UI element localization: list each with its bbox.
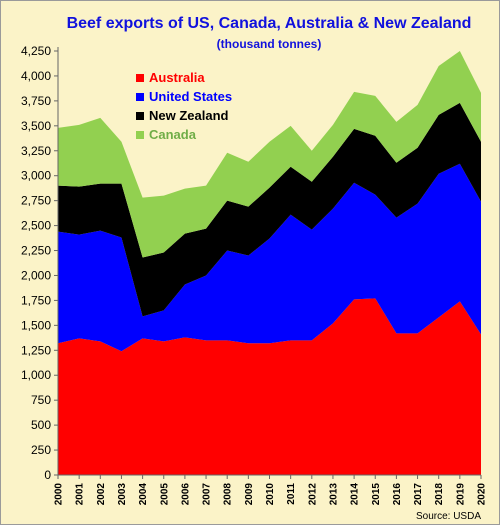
y-tick-label: 1,250 bbox=[21, 343, 51, 357]
legend-label-canada: Canada bbox=[149, 127, 197, 142]
y-tick-label: 1,000 bbox=[21, 368, 51, 382]
x-tick-label: 2000 bbox=[54, 483, 65, 506]
x-tick-label: 2003 bbox=[117, 483, 128, 506]
x-tick-label: 2020 bbox=[477, 483, 488, 506]
x-tick-label: 2005 bbox=[159, 483, 170, 506]
y-tick-label: 1,500 bbox=[21, 318, 51, 332]
area-united-states bbox=[58, 163, 481, 352]
legend-swatch-australia bbox=[136, 74, 144, 82]
chart-subtitle: (thousand tonnes) bbox=[217, 37, 322, 51]
y-tick-label: 2,500 bbox=[21, 219, 51, 233]
legend-label-australia: Australia bbox=[149, 70, 205, 85]
legend: Australia United States New Zealand Canada bbox=[136, 70, 232, 142]
x-tick-label: 2010 bbox=[265, 483, 276, 506]
x-tick-label: 2008 bbox=[223, 483, 234, 506]
area-canada bbox=[58, 51, 481, 258]
y-tick-label: 4,000 bbox=[21, 69, 51, 83]
legend-swatch-united-states bbox=[136, 93, 144, 101]
x-tick-label: 2014 bbox=[350, 483, 361, 506]
y-tick-label: 3,750 bbox=[21, 94, 51, 108]
y-tick-label: 500 bbox=[31, 418, 51, 432]
legend-swatch-canada bbox=[136, 131, 144, 139]
x-tick-label: 2015 bbox=[371, 483, 382, 506]
legend-label-new-zealand: New Zealand bbox=[149, 108, 229, 123]
area-new-zealand bbox=[58, 102, 481, 317]
y-tick-label: 0 bbox=[44, 468, 51, 482]
legend-swatch-new-zealand bbox=[136, 112, 144, 120]
x-tick-label: 2004 bbox=[138, 483, 149, 506]
y-tick-label: 2,250 bbox=[21, 244, 51, 258]
y-tick-label: 4,250 bbox=[21, 44, 51, 58]
y-tick-label: 1,750 bbox=[21, 293, 51, 307]
source-note: Source: USDA bbox=[416, 511, 481, 522]
x-tick-label: 2016 bbox=[392, 483, 403, 506]
area-australia bbox=[58, 298, 481, 475]
x-tick-label: 2012 bbox=[307, 483, 318, 506]
axes-layer: 0 250 500 750 1,000 1,250 1,500 1,750 2,000 2,250… bbox=[21, 44, 488, 505]
y-tick-label: 250 bbox=[31, 443, 51, 457]
x-tick-label: 2009 bbox=[244, 483, 255, 506]
x-tick-label: 2019 bbox=[455, 483, 466, 506]
y-tick-label: 3,250 bbox=[21, 144, 51, 158]
legend-label-united-states: United States bbox=[149, 89, 232, 104]
y-tick-label: 3,000 bbox=[21, 169, 51, 183]
x-tick-label: 2007 bbox=[202, 483, 213, 506]
x-tick-label: 2002 bbox=[96, 483, 107, 506]
y-tick-label: 3,500 bbox=[21, 119, 51, 133]
y-tick-label: 750 bbox=[31, 393, 51, 407]
areas-layer bbox=[58, 51, 481, 475]
x-tick-label: 2011 bbox=[286, 483, 297, 505]
y-tick-label: 2,000 bbox=[21, 268, 51, 282]
x-tick-label: 2001 bbox=[75, 483, 86, 506]
x-tick-label: 2013 bbox=[328, 483, 339, 506]
x-tick-label: 2006 bbox=[180, 483, 191, 506]
x-tick-label: 2017 bbox=[413, 483, 424, 506]
chart-title: Beef exports of US, Canada, Australia & … bbox=[67, 15, 472, 32]
y-tick-label: 2,750 bbox=[21, 194, 51, 208]
x-tick-label: 2018 bbox=[434, 483, 445, 506]
